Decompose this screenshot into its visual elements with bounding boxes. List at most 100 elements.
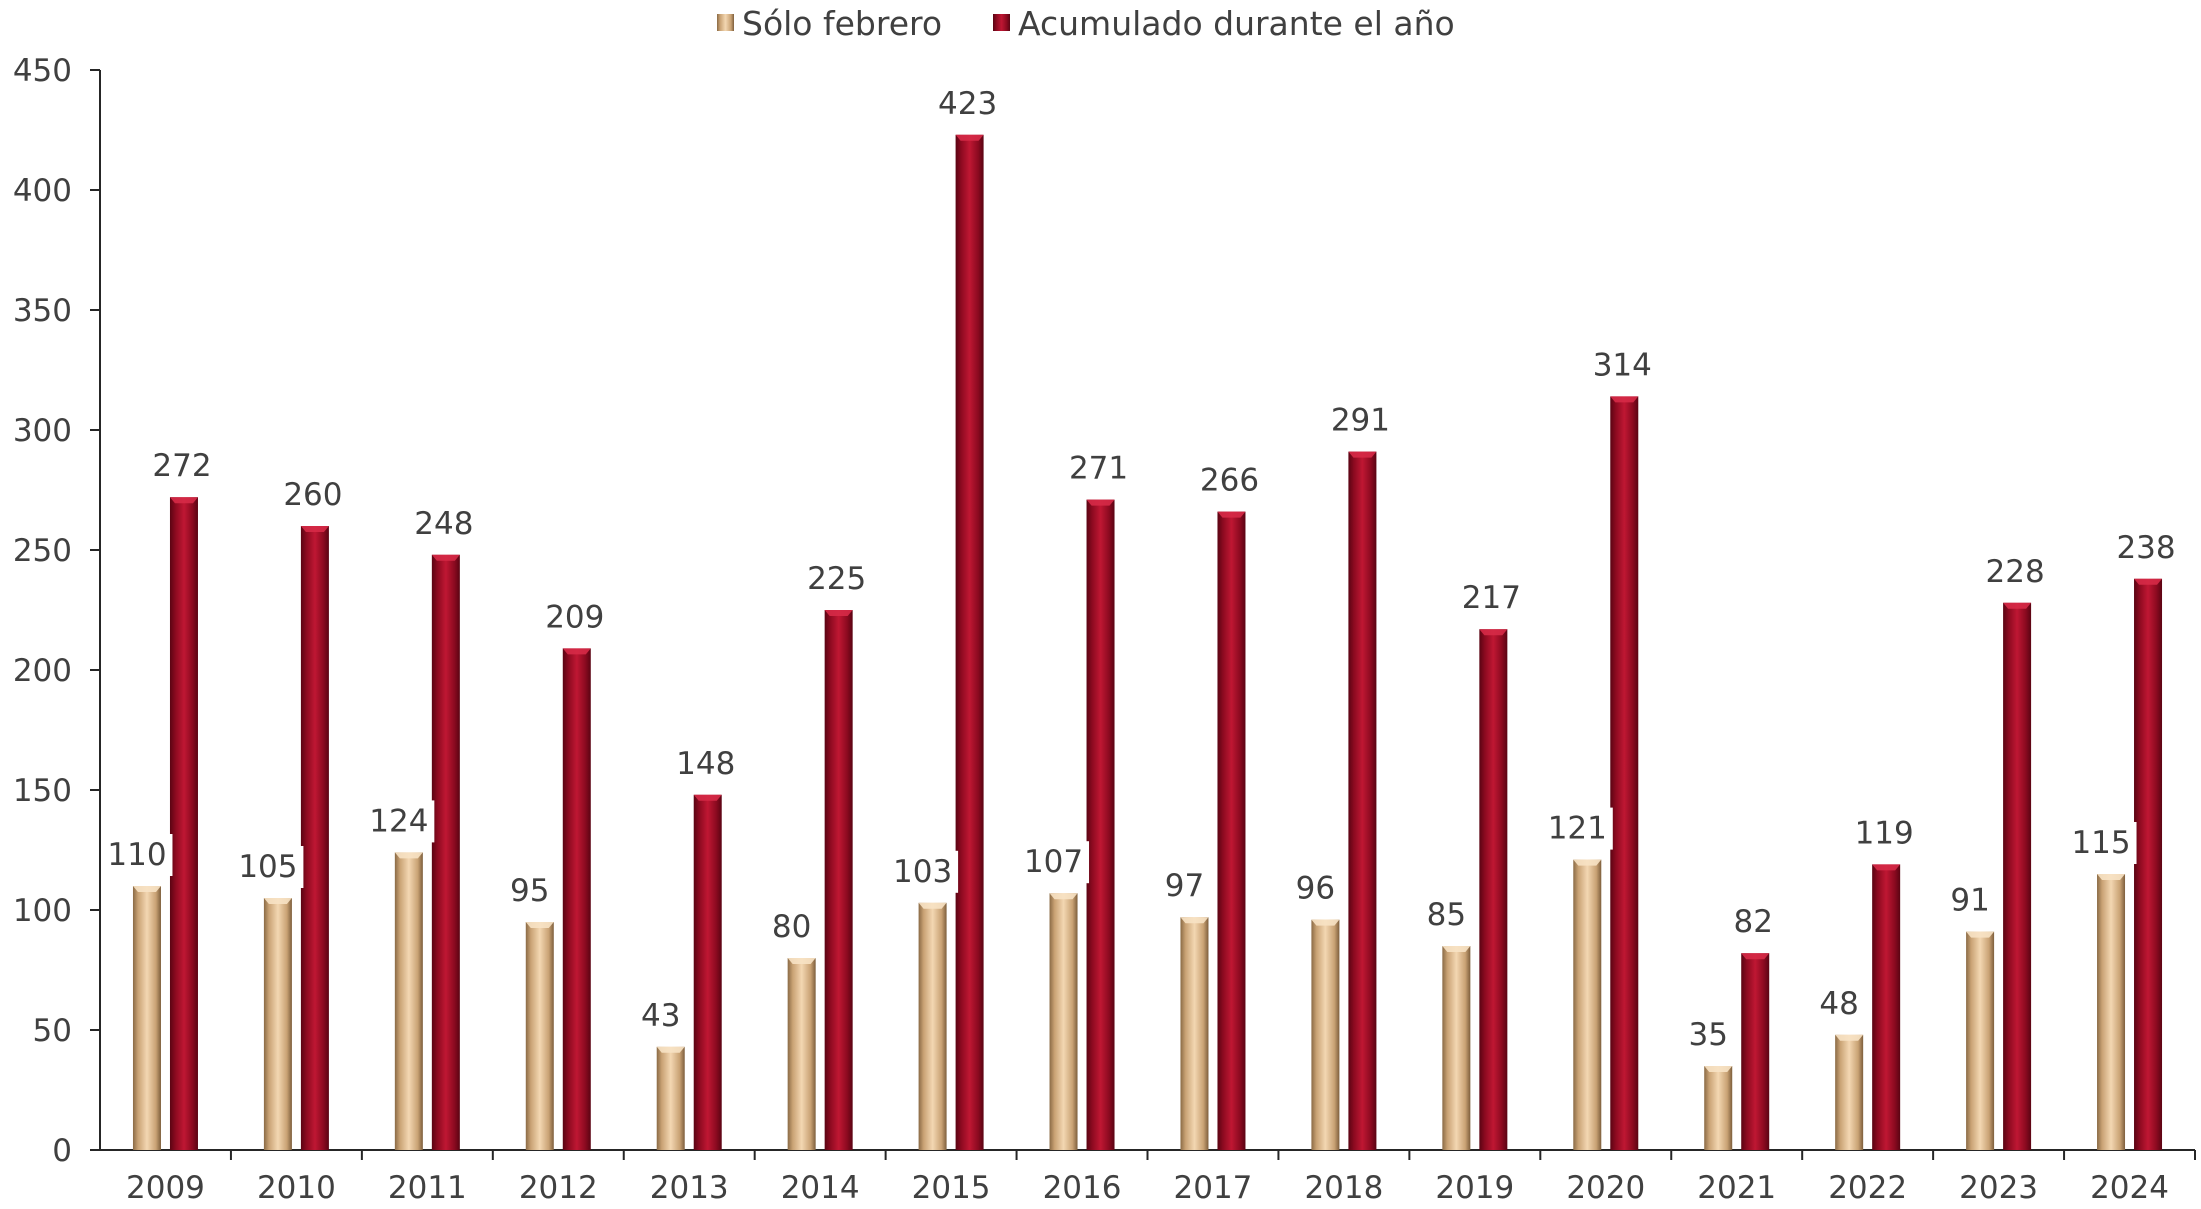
bar-acumulado-cap <box>562 648 591 655</box>
bar-solo-febrero <box>1311 919 1340 1150</box>
legend-label: Acumulado durante el año <box>1018 4 1455 43</box>
data-label: 266 <box>1193 459 1265 502</box>
x-tick-label: 2015 <box>912 1170 991 1205</box>
bar-acumulado-cap <box>1217 511 1246 518</box>
bar-acumulado-body <box>1610 396 1639 1150</box>
x-tick-label: 2022 <box>1828 1170 1907 1205</box>
bar-solo-febrero-cap <box>656 1046 685 1053</box>
data-label: 272 <box>146 445 218 488</box>
bar-solo-febrero-cap <box>1180 917 1209 924</box>
data-label-background <box>2065 822 2137 864</box>
data-label: 238 <box>2110 526 2182 569</box>
bar-acumulado <box>1741 953 1770 1150</box>
bar-solo-febrero-cap <box>1966 931 1995 938</box>
bar-acumulado-cap <box>2134 578 2163 585</box>
bar-solo-febrero <box>1835 1034 1864 1150</box>
bar-solo-febrero-cap <box>1835 1034 1864 1041</box>
data-label: 248 <box>408 502 480 545</box>
data-label-background <box>1944 879 1997 922</box>
bar-solo-febrero-cap <box>1311 919 1340 926</box>
data-label: 228 <box>1979 550 2051 593</box>
legend-item-acumulado: Acumulado durante el año <box>993 4 1455 43</box>
data-label-text: 119 <box>1855 815 1914 851</box>
data-label: 95 <box>503 870 556 912</box>
x-tick-label: 2020 <box>1566 1170 1645 1205</box>
x-tick-label: 2017 <box>1174 1170 1253 1205</box>
x-tick-label: 2023 <box>1959 1170 2038 1205</box>
bar-acumulado <box>1610 396 1639 1150</box>
data-label: 260 <box>277 474 349 516</box>
bar-solo-febrero <box>1180 917 1209 1150</box>
data-label-background <box>1979 550 2051 593</box>
bar-solo-febrero <box>1573 859 1602 1150</box>
bar-acumulado <box>2003 602 2032 1150</box>
bar-acumulado <box>2134 578 2163 1150</box>
data-label-background <box>1541 807 1613 850</box>
data-label: 121 <box>1541 807 1613 850</box>
bar-solo-febrero-cap <box>132 886 161 892</box>
data-label-background <box>932 82 1004 125</box>
data-label: 217 <box>1455 577 1527 620</box>
data-label-background <box>1586 344 1658 387</box>
bar-acumulado-cap <box>169 497 198 504</box>
bar-acumulado <box>955 134 984 1151</box>
data-label: 291 <box>1324 399 1396 442</box>
data-label-background <box>1813 982 1866 1025</box>
x-tick-label: 2018 <box>1304 1170 1383 1205</box>
bar-solo-febrero <box>1442 946 1471 1150</box>
data-label-background <box>670 742 742 785</box>
bar-acumulado <box>1348 451 1377 1151</box>
bar-acumulado-body <box>955 134 984 1151</box>
bar-solo-febrero-cap <box>1573 859 1602 866</box>
bar-solo-febrero-body <box>132 886 161 1150</box>
data-label: 124 <box>363 800 435 843</box>
bar-acumulado-cap <box>1610 396 1639 403</box>
bar-solo-febrero-body <box>525 922 554 1150</box>
bar-acumulado-body <box>562 648 591 1150</box>
data-label: 148 <box>670 742 742 785</box>
bar-acumulado-body <box>693 794 722 1150</box>
data-label-text: 217 <box>1462 580 1521 616</box>
bar-acumulado <box>693 794 722 1150</box>
data-label-text: 209 <box>545 599 604 635</box>
bar-acumulado <box>1217 511 1246 1151</box>
bar-solo-febrero <box>787 958 816 1150</box>
bar-solo-febrero <box>525 922 554 1150</box>
data-label-background <box>1018 841 1090 884</box>
data-label-text: 271 <box>1069 451 1128 487</box>
bar-acumulado-body <box>1479 629 1508 1150</box>
data-label-background <box>1848 812 1920 855</box>
data-label-text: 43 <box>641 998 680 1034</box>
bar-acumulado-body <box>2003 602 2032 1150</box>
bar-solo-febrero-body <box>394 852 423 1150</box>
data-label: 96 <box>1289 867 1342 910</box>
data-label-background <box>232 846 304 888</box>
bar-solo-febrero-cap <box>918 902 947 909</box>
data-label: 43 <box>634 994 687 1037</box>
data-label: 209 <box>539 596 611 639</box>
data-label-background <box>1455 577 1527 620</box>
bar-acumulado-body <box>300 526 329 1150</box>
y-tick-label: 350 <box>13 293 72 329</box>
x-axis: 2009 2010 2011 2012 2013 2014 2015 2016 2017 2018… <box>100 1149 2196 1206</box>
x-tick-label: 2019 <box>1435 1170 1514 1205</box>
data-label: 115 <box>2065 822 2137 864</box>
bar-acumulado-body <box>169 497 198 1150</box>
legend-swatch <box>717 14 734 31</box>
data-label-background <box>1289 867 1342 910</box>
data-label: 423 <box>932 82 1004 125</box>
bar-acumulado <box>300 526 329 1150</box>
data-label-background <box>1324 399 1396 442</box>
data-label-background <box>1727 901 1780 944</box>
bar-acumulado-cap <box>300 526 329 532</box>
bar-solo-febrero-body <box>1049 893 1078 1150</box>
bar-acumulado-cap <box>1479 629 1508 636</box>
data-label-text: 124 <box>369 803 428 839</box>
data-label-text: 266 <box>1200 463 1259 499</box>
data-label: 97 <box>1158 865 1211 908</box>
data-label-text: 248 <box>414 506 473 542</box>
y-tick-label: 50 <box>33 1013 72 1049</box>
bar-solo-febrero <box>1966 931 1995 1150</box>
